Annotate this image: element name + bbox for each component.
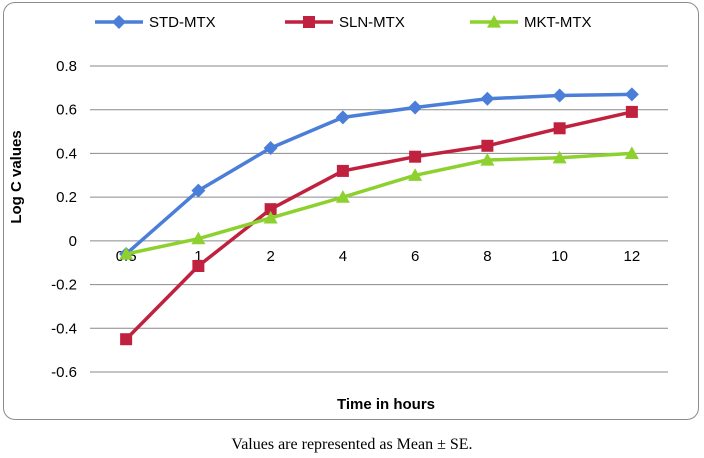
data-point — [481, 139, 494, 152]
legend-item: STD-MTX — [95, 14, 216, 31]
data-point — [192, 259, 205, 272]
legend-label: MKT-MTX — [524, 14, 592, 31]
y-tick-label: -0.4 — [51, 320, 77, 337]
x-tick-label: 4 — [339, 248, 347, 265]
data-point — [480, 91, 495, 106]
legend-label: SLN-MTX — [339, 14, 405, 31]
y-tick-labels: 0.8 0.6 0.4 0.2 0 -0.2 -0.4 -0.6 — [51, 58, 77, 381]
series-line — [124, 110, 633, 341]
data-point — [552, 88, 567, 103]
data-point — [625, 105, 638, 118]
x-axis-title: Time in hours — [337, 396, 435, 413]
series-sln-mtx — [120, 105, 638, 346]
data-point — [191, 183, 206, 198]
data-point — [119, 246, 134, 260]
y-tick-label: -0.6 — [51, 364, 77, 381]
series-line — [125, 151, 632, 256]
data-point — [480, 152, 495, 166]
data-point — [336, 164, 349, 177]
legend-marker — [303, 16, 315, 28]
data-point — [335, 110, 350, 125]
data-point — [264, 203, 277, 216]
y-tick-label: 0.8 — [56, 58, 77, 75]
series-std-mtx — [119, 87, 639, 261]
data-point — [408, 168, 423, 181]
data-point — [409, 150, 422, 163]
x-tick-label: 12 — [624, 248, 641, 265]
y-tick-label: -0.2 — [51, 277, 77, 294]
legend-marker — [112, 15, 126, 29]
series-line — [124, 92, 632, 256]
x-tick-label: 2 — [266, 248, 274, 265]
data-point — [553, 122, 566, 135]
line-chart: 0.80.60.40.20-0.2-0.4-0.6 0.5124681012 S… — [8, 14, 668, 413]
y-tick-label: 0 — [69, 233, 77, 250]
data-point — [120, 333, 133, 346]
data-point — [624, 146, 639, 160]
data-point — [191, 231, 206, 245]
y-tick-label: 0.4 — [56, 145, 77, 162]
data-point — [263, 210, 278, 224]
data-point — [624, 87, 639, 102]
data-point — [552, 150, 567, 164]
y-tick-label: 0.2 — [56, 189, 77, 206]
y-tick-label: 0.6 — [56, 102, 77, 119]
series-mkt-mtx — [119, 146, 639, 260]
y-axis-title: Log C values — [8, 130, 25, 223]
legend-label: STD-MTX — [149, 14, 216, 31]
legend-item: SLN-MTX — [285, 14, 405, 31]
chart-frame — [3, 2, 699, 420]
x-tick-label: 1 — [194, 248, 202, 265]
x-tick-label: 10 — [551, 248, 568, 265]
legend-item: MKT-MTX — [470, 14, 592, 31]
series-group — [119, 87, 639, 346]
data-point — [335, 190, 350, 203]
legend: STD-MTX SLN-MTX MKT-MTX — [95, 14, 592, 31]
x-tick-label: 8 — [483, 248, 491, 265]
data-point — [408, 100, 423, 115]
legend-marker — [487, 15, 501, 28]
data-point — [263, 140, 278, 155]
x-tick-label: 6 — [411, 248, 419, 265]
chart-caption: Values are represented as Mean ± SE. — [231, 436, 473, 453]
